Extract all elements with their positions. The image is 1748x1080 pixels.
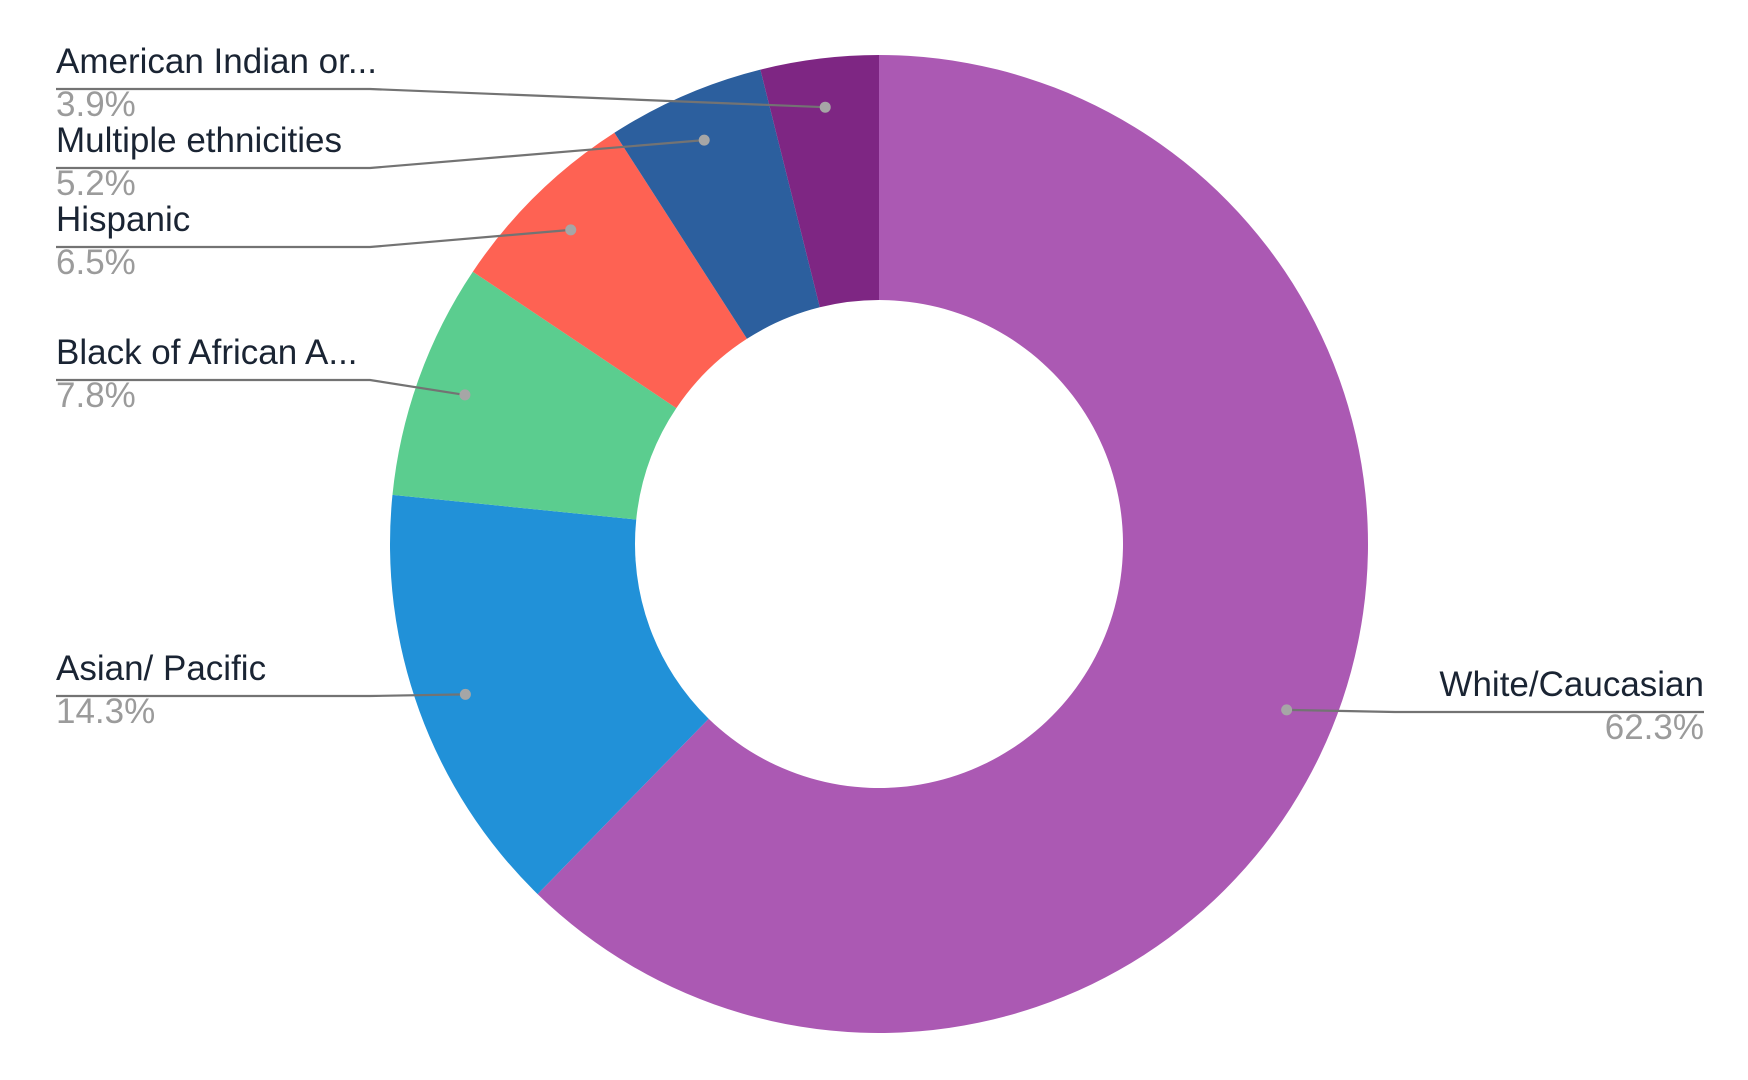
slice-label-american-indian-or: American Indian or...	[56, 42, 377, 81]
slice-label-hispanic: Hispanic	[56, 200, 190, 239]
slice-labels: White/Caucasian 62.3% Asian/ Pacific 14.3% B…	[56, 42, 1704, 747]
leader-line-hispanic	[56, 228, 571, 249]
slice-percent-multiple-ethnicities: 5.2%	[56, 164, 136, 203]
donut-slices	[390, 55, 1368, 1033]
slice-percent-asian-pacific: 14.3%	[56, 692, 155, 731]
slice-percent-hispanic: 6.5%	[56, 243, 136, 282]
leader-line-asian-pacific	[56, 693, 466, 698]
slice-label-multiple-ethnicities: Multiple ethnicities	[56, 121, 342, 160]
leader-dot-white-caucasian	[1281, 704, 1293, 716]
leader-lines	[56, 87, 1704, 716]
leader-dot-asian-pacific	[459, 688, 471, 700]
slice-label-black-of-african-a: Black of African A...	[56, 333, 358, 372]
leader-line-black-of-african-a	[56, 378, 466, 397]
slice-label-white-caucasian: White/Caucasian	[1439, 665, 1704, 704]
slice-multiple-ethnicities	[614, 69, 820, 339]
slice-american-indian-or	[760, 55, 879, 308]
slice-percent-american-indian-or: 3.9%	[56, 85, 136, 124]
slice-black-of-african-a	[392, 271, 677, 520]
leader-line-multiple-ethnicities	[56, 139, 705, 170]
leader-dot-black-of-african-a	[459, 389, 471, 401]
leader-line-american-indian-or	[56, 87, 826, 109]
leader-line-white-caucasian	[1286, 708, 1704, 714]
leader-dot-hispanic	[565, 224, 577, 236]
slice-white-caucasian	[537, 55, 1368, 1033]
slice-hispanic	[472, 132, 747, 409]
slice-percent-black-of-african-a: 7.8%	[56, 376, 136, 415]
leader-dot-multiple-ethnicities	[698, 134, 710, 146]
slice-asian-pacific	[390, 494, 709, 895]
slice-label-asian-pacific: Asian/ Pacific	[56, 649, 266, 688]
leader-dot-american-indian-or	[819, 101, 831, 113]
slice-percent-white-caucasian: 62.3%	[1605, 708, 1704, 747]
